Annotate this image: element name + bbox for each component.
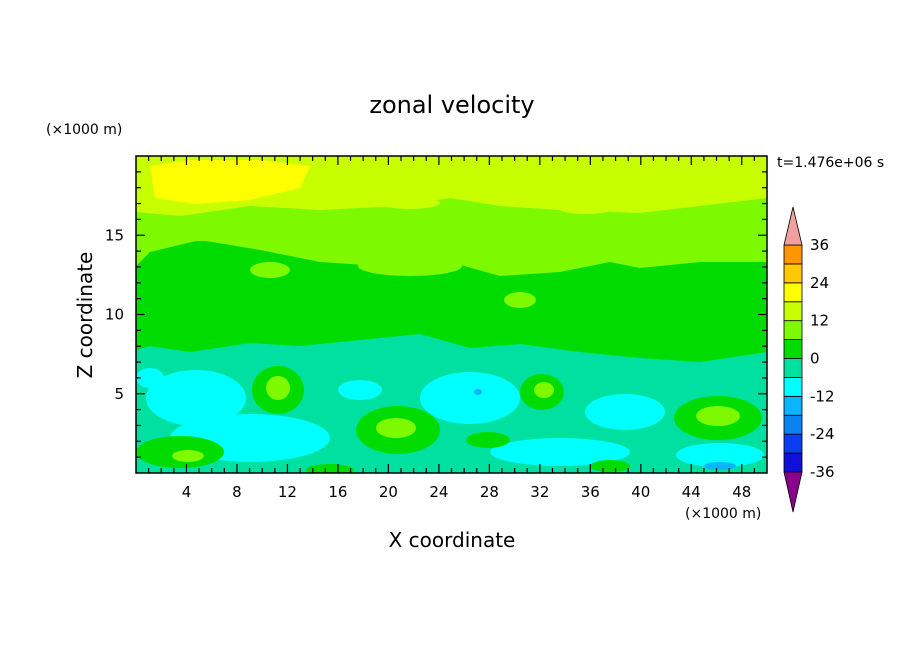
colorbar: -36 -24 -12 0 12 24 36 — [783, 206, 835, 513]
colorbar-tick-label: -24 — [810, 425, 835, 443]
colorbar-under-triangle — [783, 471, 803, 513]
chart-title: zonal velocity — [369, 91, 534, 119]
y-unit-label: (×1000 m) — [46, 122, 122, 138]
x-tick-label: 12 — [278, 483, 297, 501]
field-patch — [182, 231, 218, 241]
colorbar-tick-label: 0 — [810, 350, 820, 368]
x-tick-label: 4 — [182, 483, 192, 501]
colorbar-tick-label: -12 — [810, 387, 835, 405]
colorbar-bin — [783, 433, 803, 454]
colorbar-bin — [783, 263, 803, 284]
x-tick-label: 16 — [328, 483, 347, 501]
x-tick-label: 20 — [379, 483, 398, 501]
colorbar-bin — [783, 301, 803, 322]
x-tick-label: 28 — [480, 483, 499, 501]
x-axis-label: X coordinate — [389, 528, 516, 552]
field-spot-cyan — [182, 392, 210, 408]
colorbar-tick-label: 36 — [810, 236, 829, 254]
y-tick-label: 10 — [105, 306, 124, 324]
y-tick-label: 15 — [105, 226, 124, 244]
field-blob-light — [266, 376, 290, 400]
x-tick-label: 36 — [581, 483, 600, 501]
field-patch-cyan — [338, 380, 382, 400]
y-tick-label: 5 — [114, 385, 124, 403]
field-patch — [504, 292, 536, 308]
colorbar-bin — [783, 244, 803, 265]
colorbar-tick-label: -36 — [810, 463, 835, 481]
y-axis-label: Z coordinate — [73, 252, 97, 379]
field-patch — [380, 197, 440, 209]
x-tick-label: 8 — [232, 483, 242, 501]
field-patch-cyan — [490, 438, 630, 466]
field-patch-cyan — [676, 443, 764, 467]
x-tick-label: 32 — [530, 483, 549, 501]
field-blob-green — [466, 432, 510, 448]
field-blob-green — [306, 464, 354, 473]
field-blob-light — [696, 406, 740, 426]
colorbar-bin — [783, 395, 803, 416]
colorbar-bin — [783, 377, 803, 397]
x-tick-label: 24 — [429, 483, 448, 501]
field-blob-green — [590, 460, 630, 472]
x-unit-label: (×1000 m) — [685, 506, 761, 522]
field-blob-light — [534, 382, 554, 398]
colorbar-bin — [783, 414, 803, 435]
colorbar-over-triangle — [783, 206, 803, 246]
field-band-18-24 — [150, 160, 310, 204]
x-tick-label: 44 — [682, 483, 701, 501]
x-axis: 4 8 12 16 20 24 28 32 36 40 44 48 — [148, 156, 755, 501]
colorbar-tick-label: 12 — [810, 312, 829, 330]
field-patch — [358, 256, 462, 276]
colorbar-bin — [783, 282, 803, 303]
colorbar-bin — [783, 320, 803, 340]
field-spot-blue — [474, 389, 482, 395]
colorbar-bin — [783, 339, 803, 359]
field-blob-light — [172, 450, 204, 462]
field-patch-cyan — [420, 372, 520, 424]
x-tick-label: 48 — [732, 483, 751, 501]
field-patch-cyan — [136, 368, 164, 388]
field-patch — [250, 262, 290, 278]
time-label: t=1.476e+06 s — [777, 155, 884, 171]
field-spot-blue — [704, 462, 736, 470]
y-axis: 5 10 15 — [105, 171, 767, 458]
field-blob-light — [376, 418, 416, 438]
colorbar-tick-label: 24 — [810, 274, 829, 292]
field-patch-cyan — [585, 394, 665, 430]
plot-area — [136, 156, 767, 473]
colorbar-bin — [783, 358, 803, 378]
x-tick-label: 40 — [631, 483, 650, 501]
field-patch — [558, 202, 614, 214]
colorbar-bin — [783, 452, 803, 473]
